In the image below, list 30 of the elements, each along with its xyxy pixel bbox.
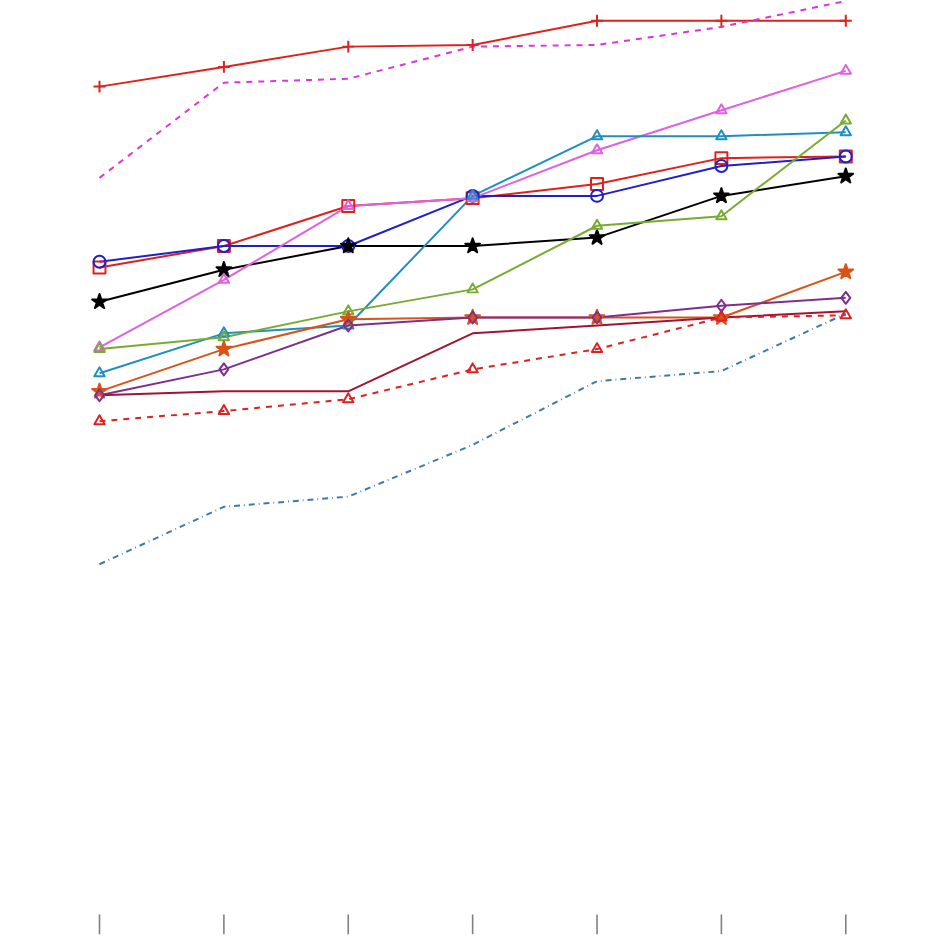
point xyxy=(218,272,231,284)
point xyxy=(591,218,604,230)
point xyxy=(466,282,480,294)
point xyxy=(714,151,729,166)
point xyxy=(215,260,233,277)
point xyxy=(464,237,482,254)
point xyxy=(93,414,107,426)
point xyxy=(215,340,233,357)
point xyxy=(92,260,107,275)
point xyxy=(590,188,605,203)
point xyxy=(466,362,480,374)
point xyxy=(715,129,728,141)
point xyxy=(839,308,853,320)
point xyxy=(591,129,604,141)
point xyxy=(91,293,109,310)
point xyxy=(837,167,855,184)
point xyxy=(342,304,355,316)
point xyxy=(342,392,355,404)
point xyxy=(218,404,231,416)
point xyxy=(218,362,230,377)
point xyxy=(837,263,855,280)
point xyxy=(716,298,728,313)
point xyxy=(588,228,606,245)
point xyxy=(590,177,605,192)
point xyxy=(715,103,728,115)
point xyxy=(714,159,729,174)
point xyxy=(591,342,604,354)
point xyxy=(591,143,604,155)
point xyxy=(713,187,731,204)
point xyxy=(715,209,728,221)
